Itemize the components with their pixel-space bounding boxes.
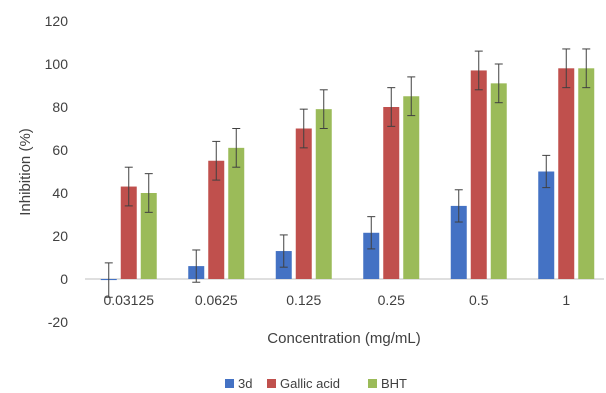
y-tick-label: 60 [52, 142, 68, 158]
bar [470, 70, 487, 279]
x-tick-label: 0.25 [378, 292, 405, 308]
bar [295, 128, 312, 279]
y-axis-label: Inhibition (%) [17, 128, 34, 216]
x-tick-label: 1 [562, 292, 570, 308]
bar [228, 147, 245, 279]
bar [578, 68, 595, 279]
y-axis-ticks: -20 0 20 40 60 80 100 120 [45, 13, 69, 330]
bar [363, 232, 380, 279]
legend-label: BHT [381, 376, 407, 391]
x-tick-label: 0.5 [469, 292, 489, 308]
y-tick-label: 40 [52, 185, 68, 201]
x-axis-label: Concentration (mg/mL) [267, 330, 420, 347]
y-tick-label: -20 [48, 314, 68, 330]
bar [208, 160, 225, 279]
y-tick-label: 0 [60, 271, 68, 287]
bar [383, 107, 400, 279]
y-tick-label: 80 [52, 99, 68, 115]
legend-swatch [368, 379, 377, 388]
x-tick-label: 0.03125 [103, 292, 154, 308]
legend-label: 3d [238, 376, 252, 391]
bar [315, 109, 332, 280]
x-tick-label: 0.125 [286, 292, 321, 308]
y-tick-label: 120 [45, 13, 69, 29]
legend-swatch [267, 379, 276, 388]
legend-label: Gallic acid [280, 376, 340, 391]
bar [140, 193, 157, 279]
bar [558, 68, 575, 279]
legend: 3d Gallic acid BHT [225, 376, 407, 391]
y-tick-label: 20 [52, 228, 68, 244]
bar-series-group [100, 48, 595, 298]
x-tick-label: 0.0625 [195, 292, 238, 308]
bar [403, 96, 420, 279]
bar [120, 186, 137, 279]
bar [450, 205, 467, 279]
legend-swatch [225, 379, 234, 388]
x-axis-ticks: 0.03125 0.0625 0.125 0.25 0.5 1 [103, 292, 570, 308]
bar [538, 171, 555, 279]
bar [490, 83, 507, 279]
y-tick-label: 100 [45, 56, 69, 72]
